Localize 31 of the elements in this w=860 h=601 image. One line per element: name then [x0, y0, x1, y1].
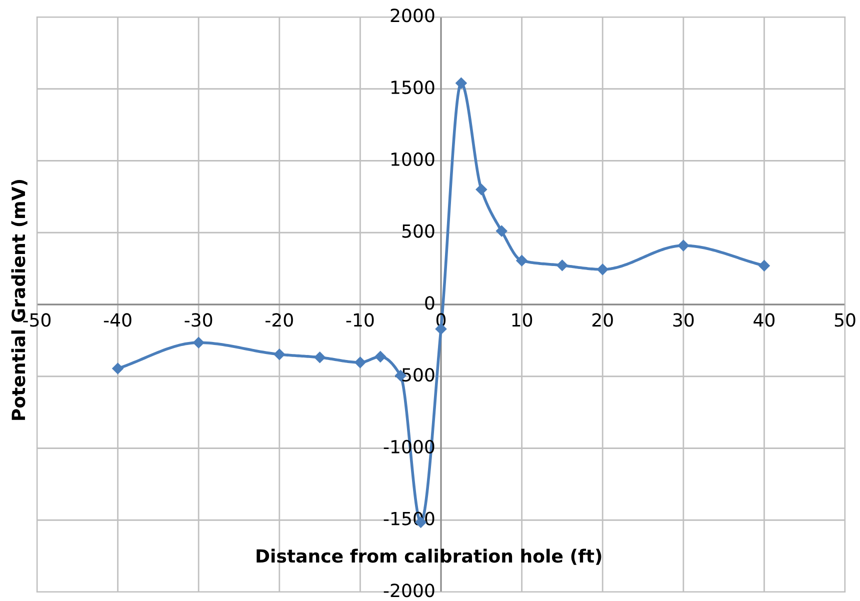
y-tick-label: 1500	[391, 80, 434, 94]
x-axis-title: Distance from calibration hole (ft)	[256, 548, 602, 565]
point	[476, 184, 488, 196]
point	[678, 240, 690, 252]
x-tick-label: -50	[23, 313, 51, 327]
point	[516, 255, 528, 266]
x-tick-label: 30	[673, 313, 694, 327]
point	[192, 336, 204, 348]
point	[456, 78, 467, 89]
point	[556, 260, 568, 272]
point	[354, 356, 366, 368]
point	[758, 260, 770, 272]
x-tick-label: 50	[834, 313, 856, 327]
x-tick-label: 10	[512, 313, 532, 327]
y-tick-label: 500	[402, 224, 434, 238]
x-tick-label: -30	[184, 313, 212, 327]
x-tick-label: 40	[754, 313, 774, 327]
y-tick-label: -2000	[384, 584, 434, 598]
point	[374, 351, 386, 362]
y-tick-label: 1000	[391, 152, 434, 166]
x-tick-label: 20	[592, 313, 613, 327]
point	[596, 264, 608, 276]
y-tick-label: 2000	[390, 8, 434, 22]
point	[274, 348, 286, 360]
x-tick-label: -10	[346, 313, 374, 327]
point	[314, 352, 326, 364]
point	[496, 225, 508, 237]
point	[112, 362, 124, 374]
y-tick-label: 0	[425, 296, 434, 310]
x-tick-label: -20	[266, 313, 293, 327]
x-tick-label: -40	[104, 313, 132, 327]
